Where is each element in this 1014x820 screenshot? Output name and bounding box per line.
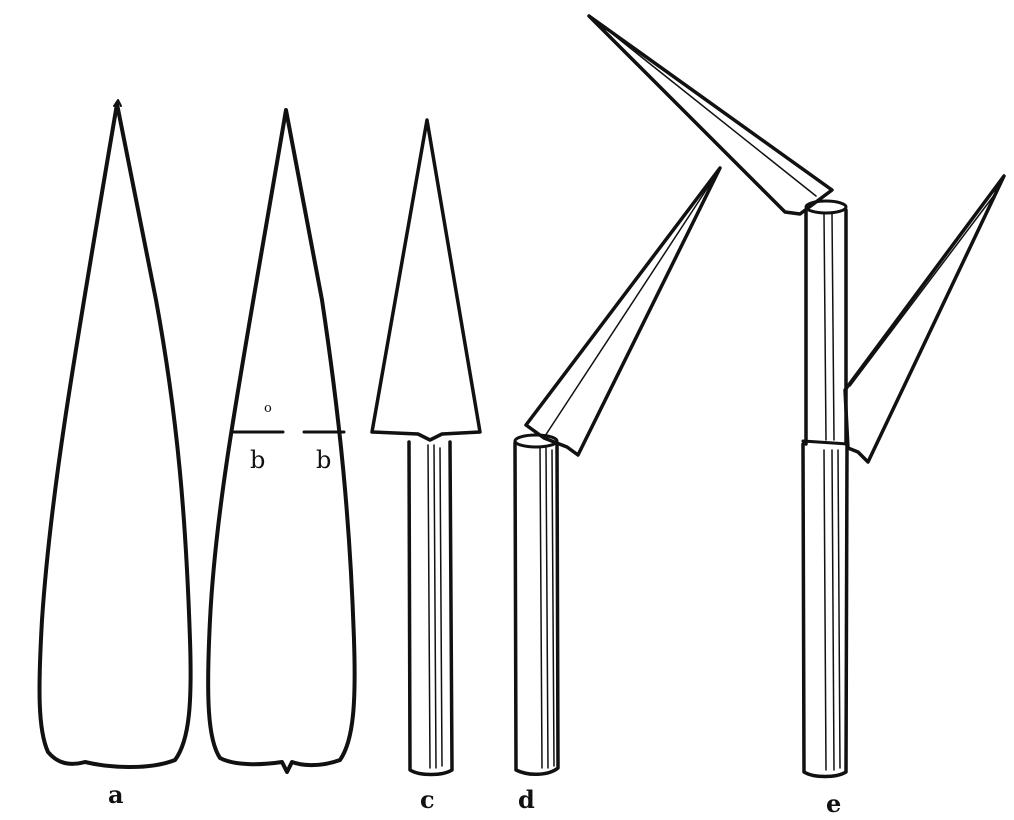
label-d: d <box>518 785 535 814</box>
figure-b-outline <box>206 108 357 774</box>
figure-a-outline <box>37 102 193 769</box>
label-o: o <box>264 401 272 416</box>
figure-e-upper-head <box>587 14 834 216</box>
figure-e-tube-top <box>804 199 848 215</box>
figure-e: e <box>587 14 1006 818</box>
figure-e-joint <box>801 439 850 446</box>
figure-c-tube-shade <box>427 444 443 769</box>
label-b-right: b <box>316 446 331 474</box>
figure-d-tube-shade <box>539 447 555 769</box>
figure-e-lower-tube <box>801 442 849 779</box>
figure-b: o b b <box>206 108 357 774</box>
figure-d-head-fold <box>544 177 715 437</box>
figure-d-head <box>524 166 722 457</box>
figure-d: d <box>513 166 722 814</box>
figure-e-upper-tube <box>804 208 848 446</box>
figure-d-tube-top <box>513 433 559 449</box>
label-b-left: b <box>250 446 265 474</box>
figure-d-tube <box>513 441 560 776</box>
figure-c-tube <box>407 440 454 777</box>
label-c: c <box>420 785 435 814</box>
figure-a: a <box>37 99 193 809</box>
label-a: a <box>108 780 124 809</box>
label-e: e <box>826 789 841 818</box>
figure-e-upper-head-fold <box>599 23 817 197</box>
figure-e-tube-shade <box>823 213 841 771</box>
figure-c: c <box>370 118 482 814</box>
figure-e-side-head-fold <box>849 189 999 387</box>
figure-e-side-head <box>843 174 1006 464</box>
figure-c-head <box>370 118 482 442</box>
figure-a-tip-mark <box>113 99 122 107</box>
